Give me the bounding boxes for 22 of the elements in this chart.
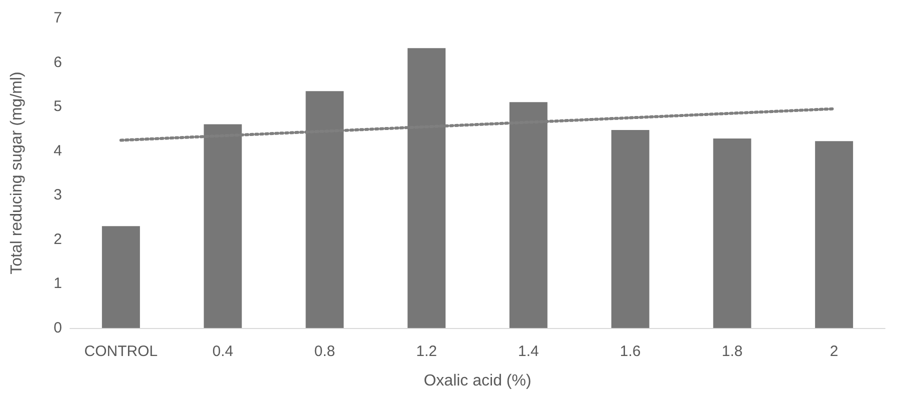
x-tick-label: 1.2 <box>416 343 437 360</box>
y-tick-label: 3 <box>54 186 62 204</box>
x-tick-label: 1.4 <box>518 343 539 360</box>
x-tick-label: 1.8 <box>722 343 743 360</box>
y-tick-label: 5 <box>54 98 62 116</box>
x-tick-label: CONTROL <box>84 343 158 360</box>
y-tick-label: 0 <box>54 320 62 336</box>
x-tick-label: 0.8 <box>314 343 336 360</box>
bar <box>713 138 752 328</box>
x-tick-label: 1.6 <box>620 343 641 360</box>
y-tick-label: 4 <box>54 142 62 160</box>
x-axis-title: Oxalic acid (%) <box>424 372 532 390</box>
y-tick-label: 2 <box>54 230 62 248</box>
bar <box>611 130 650 328</box>
y-axis-title: Total reducing sugar (mg/ml) <box>8 72 26 274</box>
y-tick-label: 1 <box>54 275 62 292</box>
y-tick-label: 7 <box>54 10 62 26</box>
x-tick-label: 2 <box>830 343 838 360</box>
x-tick-label: 0.4 <box>212 343 234 360</box>
y-tick-label: 6 <box>54 54 62 71</box>
bar <box>102 226 140 328</box>
bar <box>815 141 854 328</box>
